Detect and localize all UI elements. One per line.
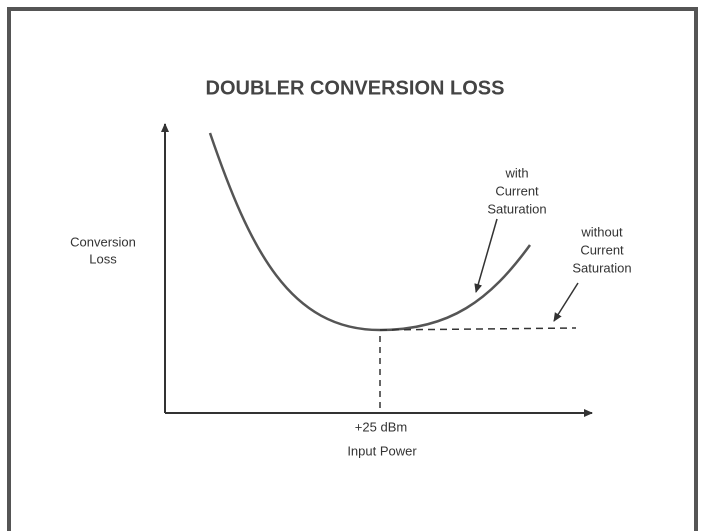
annotation-arrow bbox=[474, 218, 498, 293]
y-axis-label: Conversion bbox=[70, 234, 136, 249]
annotation: Current bbox=[495, 183, 539, 198]
annotation: Saturation bbox=[487, 201, 546, 216]
annotation: with bbox=[504, 165, 528, 180]
annotation: without bbox=[580, 224, 623, 239]
curve-without-saturation bbox=[379, 327, 577, 331]
marker-label: +25 dBm bbox=[355, 419, 407, 434]
annotation-arrow bbox=[553, 282, 579, 322]
curve-with-saturation bbox=[208, 132, 532, 332]
frame bbox=[7, 7, 698, 531]
annotation: Current bbox=[580, 242, 624, 257]
x-axis-label: Input Power bbox=[347, 443, 417, 458]
y-axis-label: Loss bbox=[89, 251, 117, 266]
title: DOUBLER CONVERSION LOSS bbox=[206, 77, 505, 99]
annotation: Saturation bbox=[572, 260, 631, 275]
